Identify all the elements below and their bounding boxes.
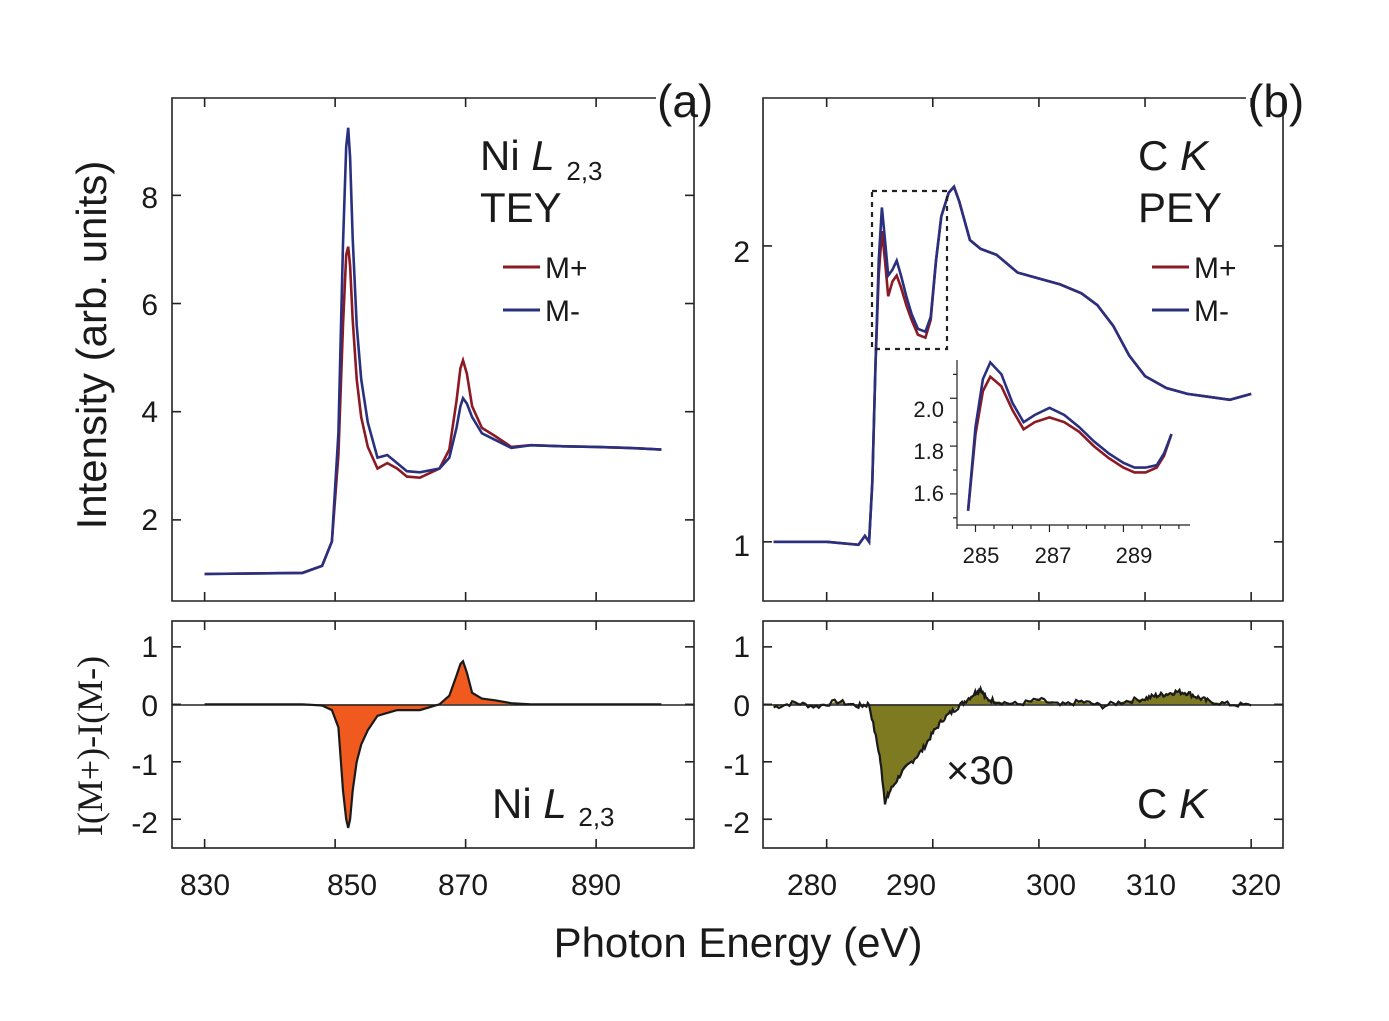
c-m-minus-line bbox=[773, 184, 1252, 547]
ytick-label: 0 bbox=[141, 690, 158, 723]
panel-a-bottom-frame bbox=[171, 620, 695, 849]
legend-m-minus-label: M- bbox=[1194, 295, 1229, 328]
zoom-region-box bbox=[870, 189, 949, 351]
top-y-axis-label: Intensity (arb. units) bbox=[68, 161, 115, 530]
ytick-label: 2 bbox=[733, 236, 750, 269]
xtick-label: 830 bbox=[180, 869, 230, 902]
panel-b-top-frame bbox=[762, 97, 1284, 602]
panel-a-top-frame bbox=[171, 97, 695, 602]
xtick-label: 850 bbox=[327, 869, 377, 902]
inset-ytick-label: 1.6 bbox=[913, 481, 944, 506]
inset-zoom: 1.6 1.8 2.0 285 287 289 bbox=[913, 360, 1190, 568]
panel-b-top-ticks bbox=[763, 98, 1283, 601]
legend-m-plus-label: M+ bbox=[1194, 252, 1237, 285]
inset-ticks bbox=[950, 373, 1180, 532]
panel-a-top-ticks bbox=[172, 98, 694, 601]
xtick-label: 320 bbox=[1231, 869, 1281, 902]
ytick-label: 1 bbox=[733, 631, 750, 664]
panel-b-bottom-frame bbox=[762, 620, 1284, 849]
ni-m-plus-line bbox=[204, 246, 662, 576]
panel-b-label: (b) bbox=[1248, 75, 1304, 127]
xtick-label: 300 bbox=[1026, 869, 1076, 902]
c-m-plus-line bbox=[773, 184, 1252, 547]
ni-xmcd-annotation: Ni L 2,3 bbox=[492, 780, 615, 832]
ytick-label: 8 bbox=[141, 182, 158, 215]
ytick-label: 1 bbox=[141, 631, 158, 664]
scale-factor-annotation: ×30 bbox=[946, 749, 1014, 793]
xtick-label: 290 bbox=[886, 869, 936, 902]
ytick-label: 0 bbox=[733, 690, 750, 723]
ni-xmcd-line bbox=[204, 659, 662, 829]
inset-xtick-label: 287 bbox=[1035, 543, 1072, 568]
inset-axes bbox=[956, 360, 1190, 526]
panel-a-bottom: 1 0 -1 -2 Ni L 2,3 830 850 870 890 bbox=[131, 620, 695, 902]
xtick-label: 280 bbox=[787, 869, 837, 902]
ytick-label: 2 bbox=[141, 504, 158, 537]
ytick-label: 1 bbox=[733, 530, 750, 563]
inset-xtick-label: 289 bbox=[1116, 543, 1153, 568]
inset-m-plus-line bbox=[966, 374, 1173, 511]
bottom-y-axis-label: I(M+)-I(M-) bbox=[70, 656, 110, 836]
ytick-label: -2 bbox=[131, 807, 158, 840]
legend-m-plus-label: M+ bbox=[545, 252, 588, 285]
panel-a-label: (a) bbox=[657, 75, 713, 127]
xtick-label: 890 bbox=[571, 869, 621, 902]
ytick-label: 4 bbox=[141, 396, 158, 429]
c-xmcd-line bbox=[773, 684, 1252, 805]
ytick-label: 6 bbox=[141, 289, 158, 322]
ytick-label: -2 bbox=[723, 807, 750, 840]
ytick-label: -1 bbox=[131, 749, 158, 782]
ytick-label: -1 bbox=[723, 749, 750, 782]
inset-xtick-label: 285 bbox=[963, 543, 1000, 568]
c-xmcd-area bbox=[773, 688, 1252, 802]
panel-b-bottom: 1 0 -1 -2 ×30 C K 280 290 300 310 320 bbox=[723, 620, 1284, 902]
c-xmcd-annotation: C K bbox=[1137, 780, 1209, 827]
inset-m-minus-line bbox=[966, 360, 1173, 511]
panel-b-top: 1 2 (b) C K PEY M+ M- 1.6 1.8 2.0 285 28… bbox=[733, 75, 1304, 602]
panel-a-bottom-ticks bbox=[172, 621, 694, 848]
c-detection-mode: PEY bbox=[1138, 184, 1222, 231]
ni-detection-mode: TEY bbox=[480, 184, 562, 231]
xtick-label: 310 bbox=[1126, 869, 1176, 902]
inset-ytick-label: 1.8 bbox=[913, 439, 944, 464]
panel-a-top: 2 4 6 8 (a) Ni L 2,3 TEY M+ M- bbox=[141, 75, 713, 602]
x-axis-label: Photon Energy (eV) bbox=[554, 919, 923, 966]
legend-m-minus-label: M- bbox=[545, 295, 580, 328]
ni-m-minus-line bbox=[204, 127, 662, 576]
xtick-label: 870 bbox=[438, 869, 488, 902]
c-title: C K bbox=[1138, 132, 1210, 179]
inset-ytick-label: 2.0 bbox=[913, 397, 944, 422]
ni-title: Ni L 2,3 bbox=[480, 132, 603, 186]
